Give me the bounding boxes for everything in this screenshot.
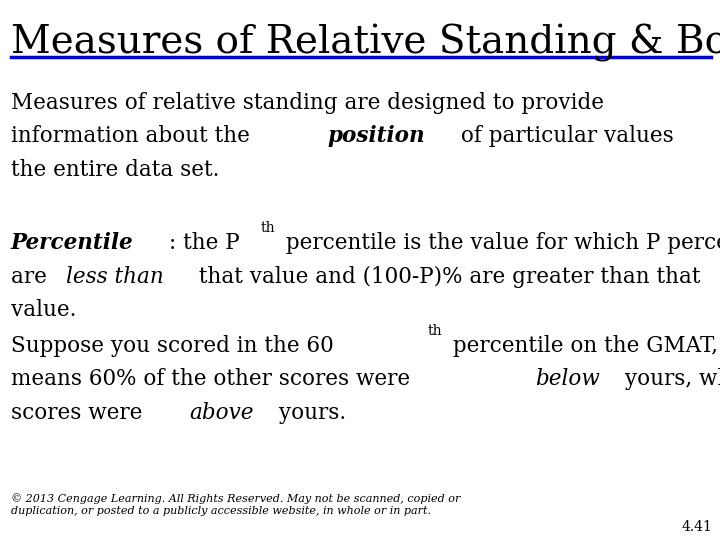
Text: percentile on the GMAT, that: percentile on the GMAT, that bbox=[446, 335, 720, 357]
Text: that value and (100-P)% are greater than that: that value and (100-P)% are greater than… bbox=[192, 266, 701, 288]
Text: above: above bbox=[189, 402, 253, 424]
Text: Measures of relative standing are designed to provide: Measures of relative standing are design… bbox=[11, 92, 604, 114]
Text: are: are bbox=[11, 266, 53, 288]
Text: th: th bbox=[427, 324, 442, 338]
Text: Measures of Relative Standing & Box Plots: Measures of Relative Standing & Box Plot… bbox=[11, 24, 720, 62]
Text: th: th bbox=[260, 221, 275, 235]
Text: percentile is the value for which P percent: percentile is the value for which P perc… bbox=[279, 232, 720, 254]
Text: means 60% of the other scores were: means 60% of the other scores were bbox=[11, 368, 417, 390]
Text: position: position bbox=[328, 125, 426, 147]
Text: yours, while 40% of: yours, while 40% of bbox=[618, 368, 720, 390]
Text: of particular values: of particular values bbox=[454, 125, 680, 147]
Text: the entire data set.: the entire data set. bbox=[11, 159, 219, 181]
Text: below: below bbox=[535, 368, 600, 390]
Text: © 2013 Cengage Learning. All Rights Reserved. May not be scanned, copied or
dupl: © 2013 Cengage Learning. All Rights Rese… bbox=[11, 494, 460, 516]
Text: information about the: information about the bbox=[11, 125, 256, 147]
Text: less than: less than bbox=[66, 266, 163, 288]
Text: Percentile: Percentile bbox=[11, 232, 133, 254]
Text: Suppose you scored in the 60: Suppose you scored in the 60 bbox=[11, 335, 333, 357]
Text: : the P: : the P bbox=[169, 232, 240, 254]
Text: value.: value. bbox=[11, 299, 76, 321]
Text: scores were: scores were bbox=[11, 402, 149, 424]
Text: yours.: yours. bbox=[272, 402, 346, 424]
Text: 4.41: 4.41 bbox=[682, 519, 713, 534]
